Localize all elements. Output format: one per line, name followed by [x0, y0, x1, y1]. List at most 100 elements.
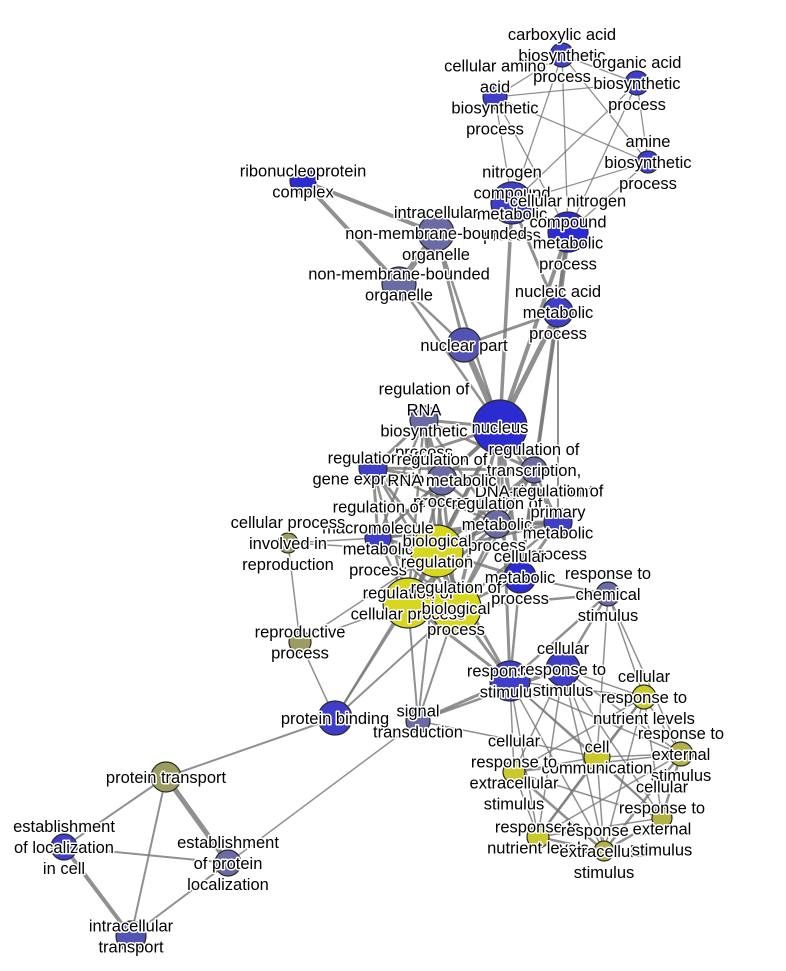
graph-node-est-protein-localization[interactable]	[214, 849, 242, 877]
graph-node-reproductive-process[interactable]	[288, 630, 312, 654]
graph-node-label-response-extracellular: response to extracellular stimulus	[560, 822, 649, 882]
graph-node-nucleic-acid[interactable]	[542, 296, 574, 328]
graph-edge	[406, 418, 426, 605]
graph-node-intracellular-transport[interactable]	[115, 920, 147, 952]
graph-node-response-extracellular[interactable]	[593, 840, 615, 862]
graph-node-reg-rna-metabolic[interactable]	[426, 464, 458, 496]
graph-node-biological-regulation[interactable]	[410, 524, 464, 578]
graph-edge	[537, 753, 682, 838]
graph-edge	[602, 816, 664, 853]
graph-edge	[287, 537, 379, 544]
graph-edge	[508, 592, 610, 683]
graph-node-reg-transcription[interactable]	[520, 456, 548, 484]
graph-edge	[596, 753, 682, 758]
graph-node-label-intracellular-nmb: intracellular non-membrane-bounded organel…	[345, 204, 527, 264]
graph-edge	[422, 418, 536, 472]
graph-edge	[334, 607, 457, 719]
graph-node-est-localization-cell[interactable]	[50, 833, 78, 861]
graph-node-label-signal-transduction: signal transduction	[373, 703, 463, 742]
graph-node-amine-biosynthetic[interactable]	[636, 150, 660, 174]
graph-node-label-cell-communication: cell communication	[542, 739, 653, 778]
graph-edge	[561, 54, 649, 163]
graph-edge	[537, 817, 663, 838]
graph-edge	[513, 771, 663, 819]
graph-node-label-est-protein-localization: establishment of protein localization	[177, 834, 279, 894]
graph-node-response-nutrient[interactable]	[526, 825, 550, 849]
graph-edge	[371, 466, 499, 526]
graph-node-protein-transport[interactable]	[150, 761, 182, 793]
graph-node-label-cellular-amino-acid: cellular amino acid biosynthetic process	[444, 58, 546, 139]
graph-node-label-cellular-nitrogen: cellular nitrogen compound metabolic proces…	[510, 193, 626, 274]
graph-node-nmb-organelle[interactable]	[381, 266, 417, 302]
graph-node-label-nucleus: nucleus	[472, 419, 529, 437]
graph-node-label-cellular-metabolic: cellular metabolic process	[485, 548, 556, 608]
graph-node-nucleus[interactable]	[472, 399, 528, 455]
graph-node-signal-transduction[interactable]	[405, 708, 431, 734]
graph-node-cellular-amino-acid[interactable]	[482, 84, 508, 110]
graph-node-reg-gene-expression[interactable]	[358, 453, 388, 483]
graph-node-reg-primary[interactable]	[543, 507, 573, 537]
graph-edge	[509, 680, 539, 838]
graph-edge	[299, 550, 438, 643]
graph-node-reg-macromolecule[interactable]	[364, 524, 392, 552]
graph-edge	[494, 82, 638, 98]
graph-node-response-external[interactable]	[668, 741, 694, 767]
graph-edge	[227, 720, 419, 864]
graph-node-label-response-chemical: response to chemical stimulus	[565, 565, 651, 625]
graph-edge	[513, 696, 645, 773]
graph-node-label-amine-biosynthetic: amine biosynthetic process	[604, 133, 691, 193]
graph-edge	[607, 593, 645, 698]
graph-node-label-biological-regulation: biological regulation	[401, 533, 473, 572]
graph-edge	[494, 54, 563, 98]
graph-node-ribonucleoprotein[interactable]	[289, 167, 317, 195]
graph-edge	[567, 82, 638, 233]
graph-edge	[165, 717, 336, 778]
graph-node-label-nitrogen-compound: nitrogen compound metabolic process	[473, 164, 550, 245]
graph-node-cellular-response-external[interactable]	[651, 807, 673, 829]
graph-edge	[513, 756, 598, 773]
graph-node-reg-metabolic[interactable]	[482, 509, 512, 539]
graph-node-label-est-localization-cell: establishment of localization in cell	[13, 818, 115, 878]
graph-node-cellular-response-stimulus[interactable]	[545, 651, 581, 687]
graph-node-cellular-response-extracellular[interactable]	[502, 760, 526, 784]
graph-node-cellular-metabolic[interactable]	[503, 560, 537, 594]
graph-node-reg-biological-process[interactable]	[430, 582, 482, 634]
graph-edge	[63, 776, 167, 848]
graph-node-response-chemical[interactable]	[595, 581, 621, 607]
graph-node-label-reg-rna-metabolic: regulation of RNA metabolic process	[387, 451, 496, 511]
graph-edge	[163, 774, 231, 866]
graph-node-label-cellular-response-nutrient: cellular response to nutrient levels	[593, 668, 695, 728]
graph-edge	[287, 542, 301, 643]
graph-edge	[63, 846, 229, 864]
graph-node-carboxylic-acid[interactable]	[549, 42, 575, 68]
graph-node-label-reg-primary: regulation of primary metabolic process	[513, 483, 604, 564]
graph-node-cell-communication[interactable]	[583, 743, 611, 771]
graph-node-nitrogen-compound[interactable]	[490, 181, 534, 225]
graph-edge	[494, 96, 649, 163]
graph-node-label-intracellular-transport: intracellular transport	[89, 918, 174, 957]
graph-edge	[130, 776, 167, 937]
graph-edge	[371, 466, 536, 472]
graph-edge	[416, 667, 565, 723]
graph-node-label-reg-gene-expression: regulation of gene expression	[312, 450, 433, 489]
graph-node-reg-rna-biosynthetic[interactable]	[409, 405, 439, 435]
graph-node-organic-acid[interactable]	[624, 70, 650, 96]
graph-node-cellular-process-reproduction[interactable]	[277, 532, 299, 554]
graph-node-cellular-nitrogen[interactable]	[547, 211, 589, 253]
graph-node-nuclear-part[interactable]	[446, 327, 482, 363]
graph-edge	[562, 668, 663, 819]
graph-node-cellular-response-nutrient[interactable]	[631, 684, 657, 710]
graph-node-label-reg-macromolecule: regulation of macromolecule metabolic proce…	[322, 499, 434, 580]
graph-node-label-protein-transport: protein transport	[106, 769, 227, 787]
graph-edge	[596, 756, 663, 819]
graph-node-response-stimulus[interactable]	[489, 660, 531, 702]
graph-edge	[397, 282, 502, 429]
graph-node-protein-binding[interactable]	[317, 700, 353, 736]
graph-edge	[62, 845, 133, 938]
graph-edge	[537, 668, 564, 838]
graph-edge	[434, 231, 466, 347]
graph-node-intracellular-nmb[interactable]	[417, 214, 455, 252]
graph-node-label-response-stimulus: response to stimulus	[467, 663, 553, 702]
